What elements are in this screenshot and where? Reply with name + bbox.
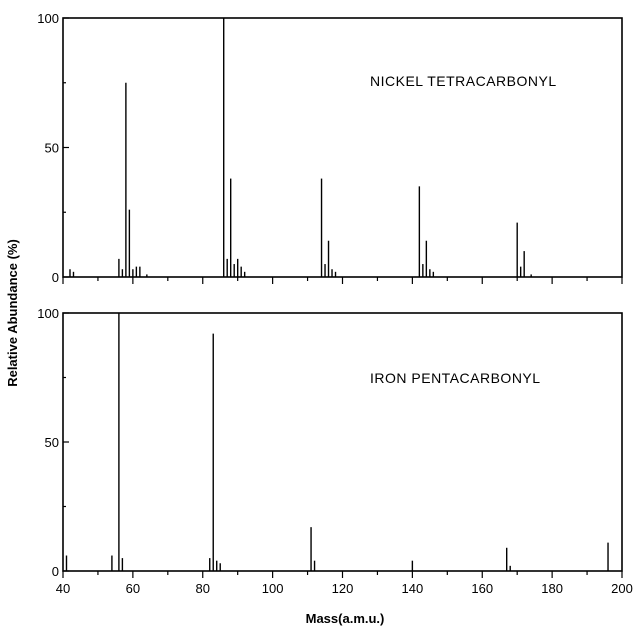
bottom-plot-frame	[62, 312, 623, 572]
bottom-y-tick-label: 100	[37, 306, 59, 321]
annotation-iron-pentacarbonyl: IRON PENTACARBONYL	[370, 370, 541, 386]
bottom-x-tick-label: 160	[471, 581, 493, 596]
bottom-x-tick-label: 60	[126, 581, 140, 596]
nickel-tetracarbonyl-panel: 0 50 100	[37, 11, 623, 285]
top-y-tick-label: 0	[52, 270, 59, 285]
bottom-x-tick-label: 120	[332, 581, 354, 596]
bottom-y-tick-label: 0	[52, 564, 59, 579]
x-axis-title: Mass(a.m.u.)	[306, 611, 385, 626]
bottom-x-tick-label: 40	[56, 581, 70, 596]
y-axis-title: Relative Abundance (%)	[5, 239, 20, 387]
top-plot-frame	[62, 17, 623, 278]
top-y-tick-label: 50	[45, 141, 59, 156]
bottom-x-tick-label: 80	[196, 581, 210, 596]
top-y-tick-label: 100	[37, 11, 59, 26]
bottom-y-tick-label: 50	[45, 435, 59, 450]
annotation-nickel-tetracarbonyl: NICKEL TETRACARBONYL	[370, 73, 557, 89]
iron-pentacarbonyl-panel: 0 50 100 40 60 80 100 120 140 160 180 200	[37, 306, 633, 596]
bottom-x-tick-label: 180	[541, 581, 563, 596]
bottom-x-tick-label: 100	[262, 581, 284, 596]
bottom-x-tick-label: 200	[611, 581, 633, 596]
bottom-x-tick-label: 140	[402, 581, 424, 596]
